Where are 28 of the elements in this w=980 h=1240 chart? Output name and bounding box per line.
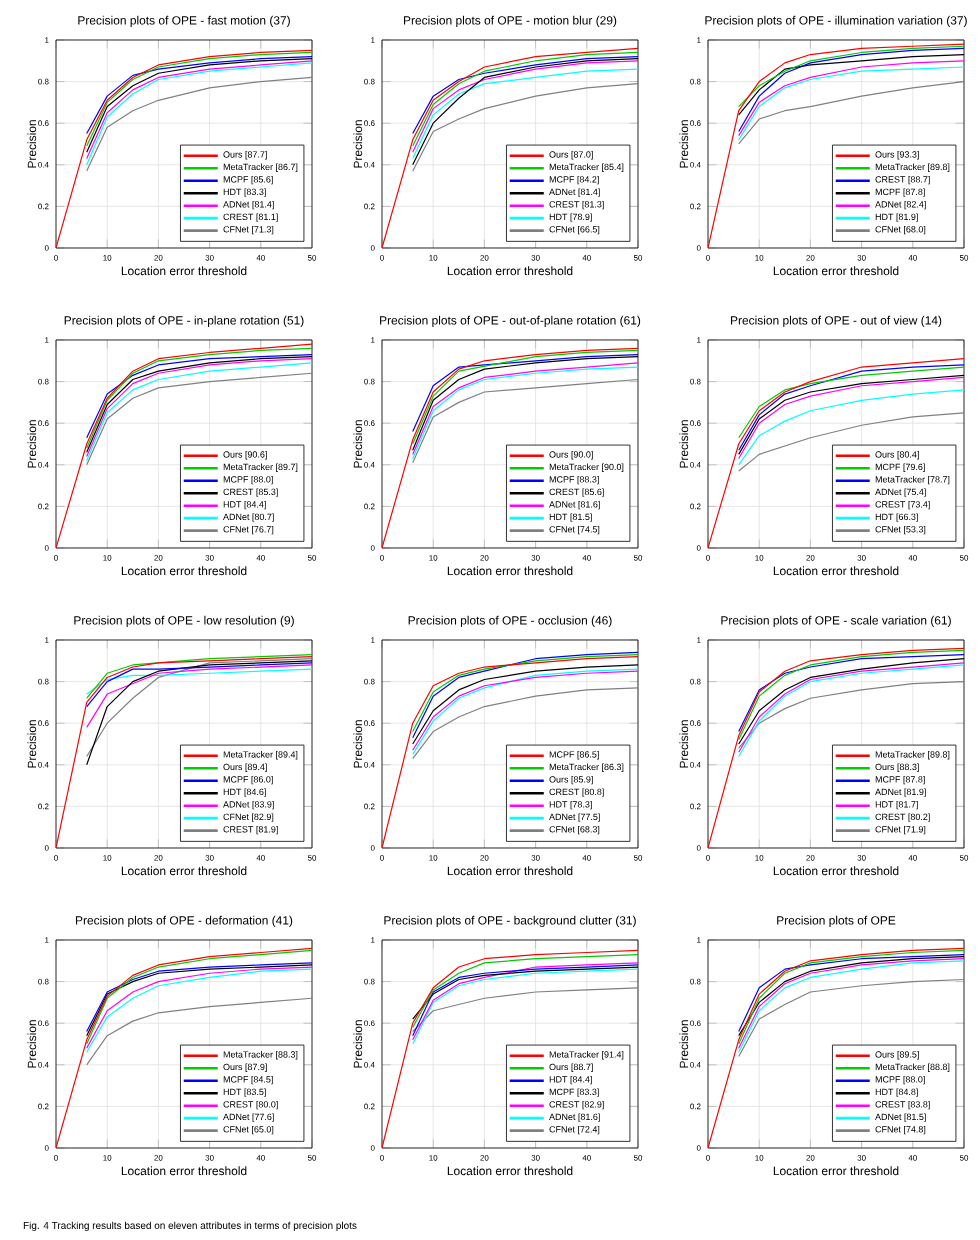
line-series bbox=[738, 366, 965, 439]
line-series bbox=[708, 647, 965, 848]
line-series bbox=[56, 947, 312, 1148]
line-series bbox=[412, 953, 639, 1028]
line-series bbox=[412, 56, 639, 135]
line-series bbox=[56, 656, 312, 848]
line-series bbox=[56, 49, 312, 248]
line-series bbox=[412, 353, 639, 433]
line-series bbox=[86, 662, 312, 708]
line-series bbox=[56, 343, 312, 548]
line-series bbox=[708, 43, 965, 248]
line-series bbox=[86, 668, 312, 695]
line-series bbox=[86, 997, 312, 1066]
line-series bbox=[86, 949, 312, 1045]
line-series bbox=[738, 978, 965, 1058]
line-series bbox=[412, 83, 639, 172]
line-series bbox=[86, 56, 312, 135]
line-series bbox=[738, 680, 965, 749]
line-series bbox=[86, 653, 312, 699]
line-series bbox=[708, 358, 965, 548]
line-series bbox=[412, 687, 639, 760]
line-series bbox=[382, 949, 639, 1148]
line-series bbox=[382, 47, 639, 248]
line-series bbox=[708, 947, 965, 1148]
line-series bbox=[382, 347, 639, 548]
line-series bbox=[738, 47, 965, 133]
line-series bbox=[738, 389, 965, 466]
line-series bbox=[382, 656, 639, 848]
